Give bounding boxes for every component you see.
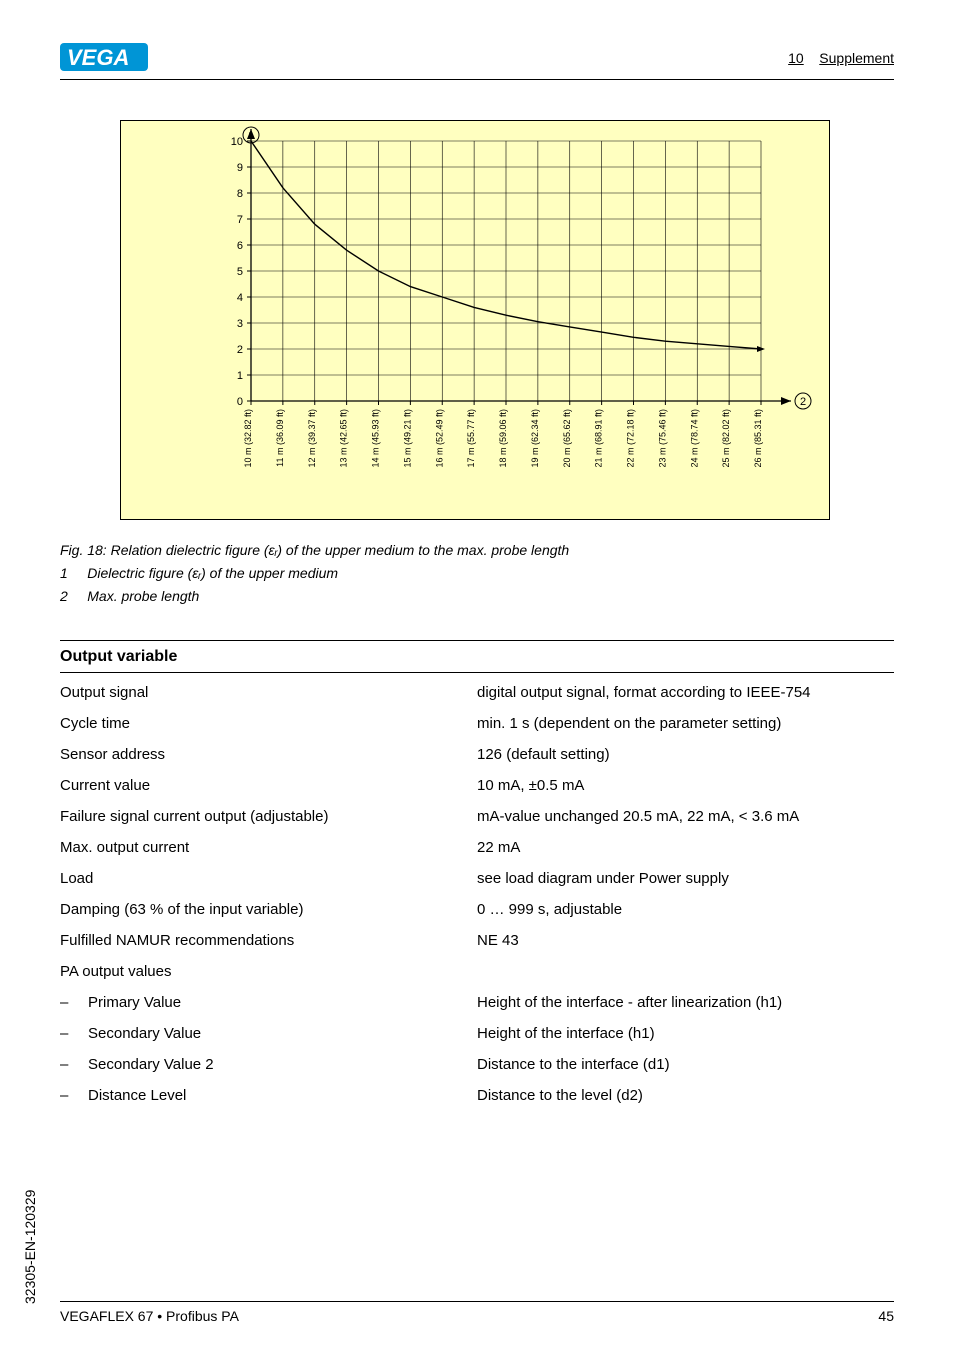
svg-text:11 m (36.09 ft): 11 m (36.09 ft) bbox=[275, 409, 285, 467]
page-header: VEGA 10 Supplement bbox=[60, 40, 894, 80]
spec-label: Sensor address bbox=[60, 744, 477, 765]
caption-1-num: 1 bbox=[60, 565, 68, 581]
figure-caption: Fig. 18: Relation dielectric figure (εᵣ)… bbox=[60, 540, 894, 609]
svg-text:10: 10 bbox=[231, 136, 243, 148]
table-row: Damping (63 % of the input variable)0 … … bbox=[60, 899, 894, 920]
svg-text:0: 0 bbox=[237, 396, 243, 408]
spec-value: 0 … 999 s, adjustable bbox=[477, 899, 894, 920]
svg-text:VEGA: VEGA bbox=[67, 45, 129, 70]
spec-value: 22 mA bbox=[477, 837, 894, 858]
svg-text:23 m (75.46 ft): 23 m (75.46 ft) bbox=[657, 409, 667, 468]
svg-text:10 m (32.82 ft): 10 m (32.82 ft) bbox=[243, 409, 253, 468]
svg-text:12 m (39.37 ft): 12 m (39.37 ft) bbox=[307, 409, 317, 468]
table-row: Max. output current22 mA bbox=[60, 837, 894, 858]
svg-text:3: 3 bbox=[237, 318, 243, 330]
svg-text:4: 4 bbox=[237, 292, 243, 304]
svg-text:13 m (42.65 ft): 13 m (42.65 ft) bbox=[339, 409, 349, 468]
table-row: Cycle timemin. 1 s (dependent on the par… bbox=[60, 713, 894, 734]
svg-text:6: 6 bbox=[237, 240, 243, 252]
table-row: Output signaldigital output signal, form… bbox=[60, 682, 894, 703]
pa-heading-row: PA output values bbox=[60, 961, 894, 982]
footer-left: VEGAFLEX 67 • Profibus PA bbox=[60, 1308, 239, 1324]
table-row: Loadsee load diagram under Power supply bbox=[60, 868, 894, 889]
pa-label: Distance Level bbox=[88, 1087, 186, 1104]
spec-label: Load bbox=[60, 868, 477, 889]
pa-item-row: –Secondary Value 2 Distance to the interf… bbox=[60, 1054, 894, 1075]
pa-label: Secondary Value 2 bbox=[88, 1056, 214, 1073]
svg-text:15 m (49.21 ft): 15 m (49.21 ft) bbox=[402, 409, 412, 468]
table-row: Current value10 mA, ±0.5 mA bbox=[60, 775, 894, 796]
caption-main: Fig. 18: Relation dielectric figure (εᵣ)… bbox=[60, 540, 894, 561]
spec-value: 10 mA, ±0.5 mA bbox=[477, 775, 894, 796]
pa-item-row: –Primary Value Height of the interface - … bbox=[60, 992, 894, 1013]
list-dash: – bbox=[60, 1054, 88, 1075]
svg-text:21 m (68.91 ft): 21 m (68.91 ft) bbox=[594, 409, 604, 468]
vega-logo: VEGA bbox=[60, 41, 170, 78]
svg-text:17 m (55.77 ft): 17 m (55.77 ft) bbox=[466, 409, 476, 468]
pa-label: Secondary Value bbox=[88, 1025, 201, 1042]
svg-text:16 m (52.49 ft): 16 m (52.49 ft) bbox=[434, 409, 444, 468]
svg-text:2: 2 bbox=[800, 396, 806, 408]
svg-text:1: 1 bbox=[248, 130, 254, 142]
svg-text:22 m (72.18 ft): 22 m (72.18 ft) bbox=[626, 409, 636, 468]
spec-value: NE 43 bbox=[477, 930, 894, 951]
spec-value: 126 (default setting) bbox=[477, 744, 894, 765]
svg-text:5: 5 bbox=[237, 266, 243, 278]
spec-label: Failure signal current output (adjustabl… bbox=[60, 806, 477, 827]
svg-text:1: 1 bbox=[237, 370, 243, 382]
footer-page-number: 45 bbox=[878, 1308, 894, 1324]
svg-text:18 m (59.06 ft): 18 m (59.06 ft) bbox=[498, 409, 508, 468]
spec-value: digital output signal, format according … bbox=[477, 682, 894, 703]
rule-under-heading bbox=[60, 672, 894, 673]
spec-label: Output signal bbox=[60, 682, 477, 703]
section-number: 10 bbox=[788, 50, 804, 66]
spec-value: min. 1 s (dependent on the parameter set… bbox=[477, 713, 894, 734]
pa-item-row: –Distance Level Distance to the level (d2… bbox=[60, 1085, 894, 1106]
svg-text:26 m (85.31 ft): 26 m (85.31 ft) bbox=[753, 409, 763, 468]
pa-value: Height of the interface (h1) bbox=[477, 1023, 894, 1044]
dielectric-chart: 0 1 2 3 4 5 6 7 8 9 10 10 m (32.82 ft) 11 m (36.09 f… bbox=[120, 120, 830, 520]
svg-text:19 m (62.34 ft): 19 m (62.34 ft) bbox=[530, 409, 540, 468]
list-dash: – bbox=[60, 1085, 88, 1106]
output-variable-heading: Output variable bbox=[60, 648, 177, 666]
pa-value: Distance to the interface (d1) bbox=[477, 1054, 894, 1075]
table-row: Fulfilled NAMUR recommendationsNE 43 bbox=[60, 930, 894, 951]
pa-value: Height of the interface - after lineariz… bbox=[477, 992, 894, 1013]
spec-label: Cycle time bbox=[60, 713, 477, 734]
spec-label: Current value bbox=[60, 775, 477, 796]
caption-2-num: 2 bbox=[60, 588, 68, 604]
caption-2-text: Max. probe length bbox=[87, 588, 199, 604]
svg-text:8: 8 bbox=[237, 188, 243, 200]
svg-text:7: 7 bbox=[237, 214, 243, 226]
pa-item-row: –Secondary Value Height of the interface … bbox=[60, 1023, 894, 1044]
spec-label: Max. output current bbox=[60, 837, 477, 858]
section-title: Supplement bbox=[819, 50, 894, 66]
page-footer: VEGAFLEX 67 • Profibus PA 45 bbox=[60, 1301, 894, 1324]
pa-value: Distance to the level (d2) bbox=[477, 1085, 894, 1106]
list-dash: – bbox=[60, 992, 88, 1013]
table-row: Sensor address126 (default setting) bbox=[60, 744, 894, 765]
spec-value: see load diagram under Power supply bbox=[477, 868, 894, 889]
svg-text:14 m (45.93 ft): 14 m (45.93 ft) bbox=[371, 409, 381, 468]
svg-text:2: 2 bbox=[237, 344, 243, 356]
table-row: Failure signal current output (adjustabl… bbox=[60, 806, 894, 827]
spec-label: Damping (63 % of the input variable) bbox=[60, 899, 477, 920]
svg-text:24 m (78.74 ft): 24 m (78.74 ft) bbox=[689, 409, 699, 468]
pa-heading: PA output values bbox=[60, 961, 477, 982]
spec-value: mA-value unchanged 20.5 mA, 22 mA, < 3.6… bbox=[477, 806, 894, 827]
spec-label: Fulfilled NAMUR recommendations bbox=[60, 930, 477, 951]
pa-label: Primary Value bbox=[88, 994, 181, 1011]
output-variable-table: Output signaldigital output signal, form… bbox=[60, 682, 894, 1116]
svg-text:20 m (65.62 ft): 20 m (65.62 ft) bbox=[562, 409, 572, 468]
list-dash: – bbox=[60, 1023, 88, 1044]
caption-1-text: Dielectric figure (εᵣ) of the upper medi… bbox=[87, 565, 338, 581]
svg-text:25 m (82.02 ft): 25 m (82.02 ft) bbox=[721, 409, 731, 468]
header-section: 10 Supplement bbox=[788, 50, 894, 70]
svg-text:9: 9 bbox=[237, 162, 243, 174]
doc-number-vertical: 32305-EN-120329 bbox=[22, 1190, 38, 1304]
rule-top bbox=[60, 640, 894, 641]
